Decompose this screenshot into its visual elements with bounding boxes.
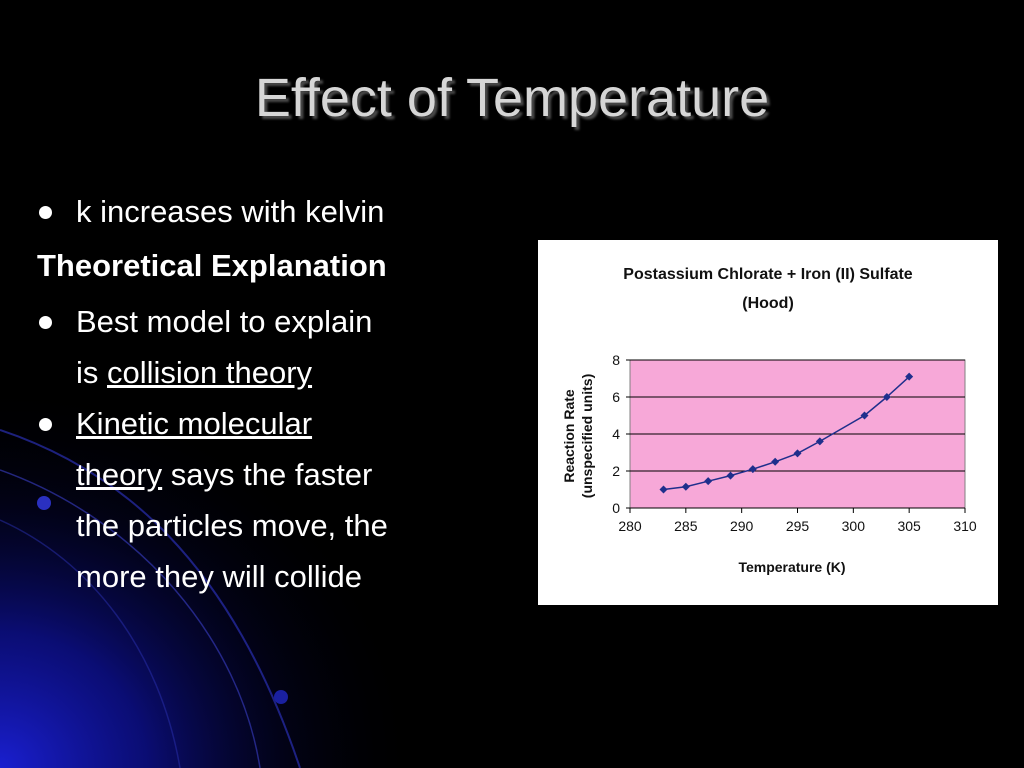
bullet-dot-icon xyxy=(39,316,52,329)
y-tick-label: 8 xyxy=(612,352,620,368)
x-tick-label: 290 xyxy=(730,518,754,534)
y-axis-label: Reaction Rate xyxy=(561,389,577,483)
y-axis-ticks: 0 2 4 6 8 xyxy=(612,352,630,516)
bullet-text: is xyxy=(76,355,107,390)
data-point xyxy=(748,465,757,474)
x-tick-label: 305 xyxy=(897,518,921,534)
chart-title: Postassium Chlorate + Iron (II) Sulfate xyxy=(623,266,912,283)
section-heading: Theoretical Explanation xyxy=(37,248,387,283)
bullet-item-2: Best model to explain is collision theor… xyxy=(37,296,507,398)
data-point xyxy=(681,482,690,491)
x-tick-label: 280 xyxy=(618,518,642,534)
data-point xyxy=(815,437,824,446)
bullet-text: more they will collide xyxy=(76,559,362,594)
collision-theory-link[interactable]: collision theory xyxy=(107,355,313,390)
y-tick-label: 6 xyxy=(612,389,620,405)
bullet-dot-icon xyxy=(39,206,52,219)
x-tick-label: 285 xyxy=(674,518,698,534)
slide-body: k increases with kelvin Theoretical Expl… xyxy=(37,186,507,602)
y-tick-label: 2 xyxy=(612,463,620,479)
x-tick-label: 295 xyxy=(786,518,810,534)
x-axis-label: Temperature (K) xyxy=(738,559,845,575)
data-point xyxy=(793,449,802,458)
chart-subtitle: (Hood) xyxy=(742,295,794,312)
bullet-item-1: k increases with kelvin xyxy=(37,186,507,238)
reaction-rate-chart: Postassium Chlorate + Iron (II) Sulfate … xyxy=(561,266,977,575)
data-point xyxy=(860,411,869,420)
bullet-text: Best model to explain xyxy=(76,304,373,339)
x-tick-label: 310 xyxy=(953,518,977,534)
data-points xyxy=(659,372,914,494)
y-tick-label: 0 xyxy=(612,500,620,516)
slide-title: Effect of Temperature xyxy=(254,68,770,128)
data-point xyxy=(704,477,713,486)
bullet-text: says the faster xyxy=(162,457,373,492)
bullet-dot-icon xyxy=(39,418,52,431)
y-axis-label-units: (unspecified units) xyxy=(579,374,595,498)
bullet-text: the particles move, the xyxy=(76,508,388,543)
kinetic-molecular-theory-link[interactable]: Kinetic molecular xyxy=(76,406,313,441)
bullet-item-3: Kinetic molecular theory says the faster… xyxy=(37,398,507,602)
data-point xyxy=(905,372,914,381)
data-point xyxy=(726,471,735,480)
y-tick-label: 4 xyxy=(612,426,620,442)
bullet-text: k increases with kelvin xyxy=(76,194,385,229)
data-point xyxy=(771,457,780,466)
x-axis-ticks: 280 285 290 295 300 305 310 xyxy=(618,508,977,534)
data-point xyxy=(659,485,668,494)
kinetic-molecular-theory-link-cont[interactable]: theory xyxy=(76,457,163,492)
chart-container: Postassium Chlorate + Iron (II) Sulfate … xyxy=(538,240,998,605)
data-point xyxy=(882,393,891,401)
x-tick-label: 300 xyxy=(842,518,866,534)
